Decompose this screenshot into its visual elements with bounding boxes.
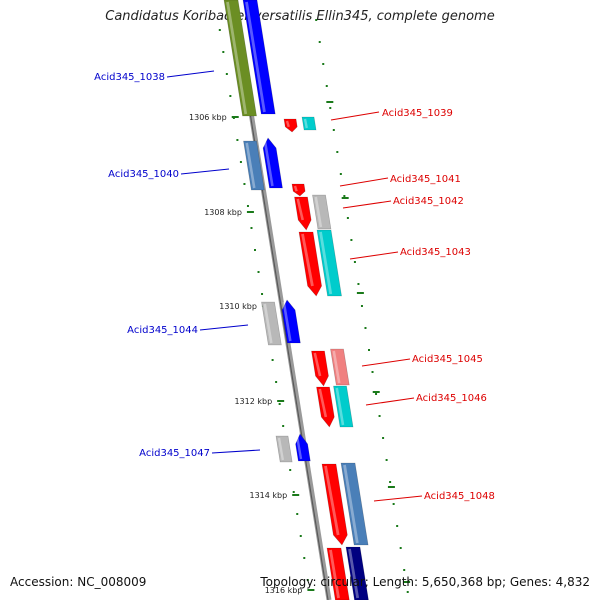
gene-leader-line — [330, 111, 380, 121]
gene-shape-1041 — [291, 183, 306, 197]
gene-shine — [319, 231, 333, 295]
gene-shape-1043-b — [316, 229, 342, 297]
gene-label[interactable]: Acid345_1040 — [108, 169, 179, 180]
gene-shine — [263, 303, 273, 344]
gene-label[interactable]: Acid345_1048 — [424, 491, 495, 502]
gene-shape-blue — [242, 0, 276, 115]
gene-shape-1042-b — [312, 194, 332, 230]
gene-shape-1048-a — [321, 463, 348, 546]
gene-shine — [277, 437, 285, 461]
gene-shine — [245, 142, 256, 189]
gene-shape-1042-a — [294, 196, 312, 231]
gene-shape-1040-b — [262, 137, 283, 189]
kbp-label: 1314 kbp — [249, 491, 287, 500]
accession-text: Accession: NC_008009 — [10, 575, 147, 589]
gene-shape-1039-a — [283, 118, 298, 133]
gene-shine — [318, 388, 328, 418]
gene-leader-line — [180, 168, 230, 175]
gene-label[interactable]: Acid345_1038 — [94, 72, 165, 83]
gene-shape-olive — [223, 0, 257, 117]
gene-label[interactable]: Acid345_1043 — [400, 247, 471, 258]
map-title: Candidatus Koribacter versatilis Ellin34… — [105, 9, 495, 24]
gene-shape-1045-b — [330, 348, 350, 386]
gene-shape-1044-a — [261, 301, 282, 346]
gene-shine — [226, 1, 248, 115]
gene-leader-line — [211, 449, 261, 454]
gene-leader-line — [365, 397, 415, 406]
gene-shine — [301, 233, 314, 287]
kbp-label: 1310 kbp — [219, 302, 257, 311]
gene-label[interactable]: Acid345_1042 — [393, 196, 464, 207]
gene-leader-line — [361, 358, 411, 367]
gene-shine — [293, 185, 298, 192]
gene-shape-1046-a — [316, 386, 335, 428]
gene-label[interactable]: Acid345_1044 — [127, 325, 198, 336]
gene-label[interactable]: Acid345_1039 — [382, 108, 453, 119]
gene-shine — [295, 435, 303, 460]
gene-shine — [296, 198, 304, 221]
kbp-label: 1316 kbp — [265, 586, 303, 595]
gene-shape-1046-b — [333, 385, 354, 428]
gene-shape-1048-b — [340, 462, 369, 546]
gene-leader-line — [342, 200, 392, 209]
gene-label[interactable]: Acid345_1041 — [390, 174, 461, 185]
gene-shine — [348, 548, 360, 599]
gene-shape-next-a — [326, 547, 350, 600]
kbp-label: 1312 kbp — [234, 397, 272, 406]
gene-shine — [329, 549, 340, 599]
kbp-label: 1308 kbp — [204, 208, 242, 217]
gene-leader-line — [199, 324, 249, 331]
genome-summary-text: Topology: circular; Length: 5,650,368 bp… — [260, 575, 590, 589]
gene-label[interactable]: Acid345_1046 — [416, 393, 487, 404]
gene-shine — [314, 196, 323, 228]
gene-shine — [335, 387, 345, 426]
gene-label[interactable]: Acid345_1047 — [139, 448, 210, 459]
gene-shape-1044-b — [281, 299, 301, 344]
gene-leader-line — [349, 251, 399, 260]
gene-leader-line — [373, 495, 423, 502]
gene-label[interactable]: Acid345_1045 — [412, 354, 483, 365]
gene-shine — [285, 120, 290, 128]
gene-shine — [313, 352, 322, 377]
gene-shape-1047-b — [295, 433, 311, 462]
gene-shine — [332, 350, 341, 384]
gene-shape-1043-a — [298, 231, 322, 297]
gene-shape-1047-a — [275, 435, 293, 463]
gene-shine — [303, 118, 308, 129]
gene-shine — [263, 139, 274, 187]
gene-shape-1039-b — [301, 116, 317, 131]
gene-shine — [245, 1, 266, 113]
gene-leader-line — [339, 177, 389, 187]
gene-shine — [282, 301, 292, 342]
gene-leader-line — [166, 70, 215, 78]
gene-shape-next-b — [345, 546, 369, 600]
kbp-label: 1306 kbp — [189, 113, 227, 122]
gene-shine — [324, 465, 340, 536]
gene-shape-1045-a — [311, 350, 329, 387]
gene-shine — [343, 464, 359, 544]
gene-shape-1040-a — [243, 140, 265, 191]
